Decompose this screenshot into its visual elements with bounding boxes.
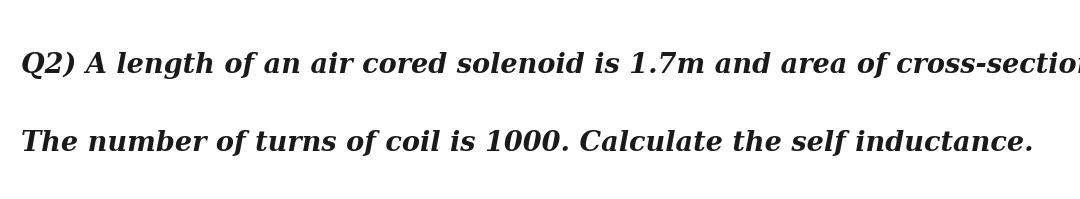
Text: Q2) A length of an air cored solenoid is 1.7m and area of cross-section is 12 cm: Q2) A length of an air cored solenoid is… (21, 52, 1080, 79)
Text: The number of turns of coil is 1000. Calculate the self inductance.: The number of turns of coil is 1000. Cal… (21, 130, 1034, 157)
